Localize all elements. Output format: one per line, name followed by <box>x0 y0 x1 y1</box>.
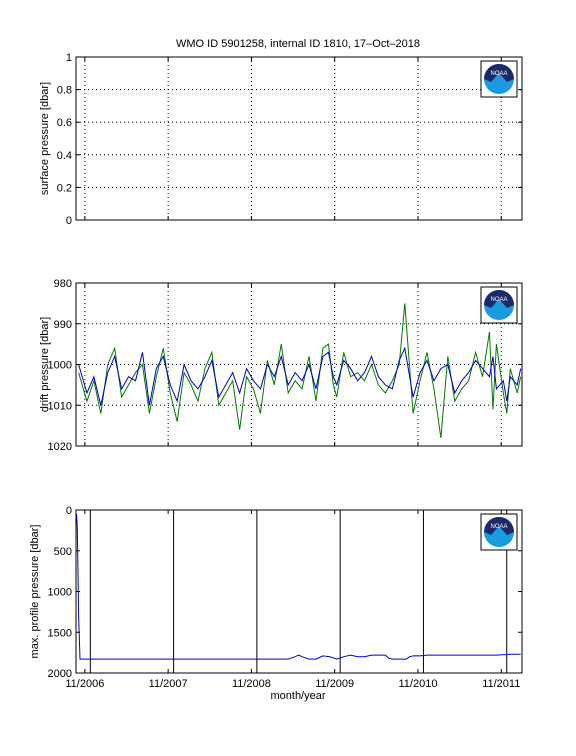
noaa-logo-text: NOAA <box>490 524 507 530</box>
axes-frame <box>75 56 523 221</box>
y-tick-label: 0.2 <box>57 182 72 194</box>
noaa-logo-text: NOAA <box>490 297 507 303</box>
x-tick-label: 11/2011 <box>482 678 520 690</box>
x-tick-label: 11/2008 <box>232 678 271 690</box>
surface-pressure-panel: 0 0.2 0.4 0.6 0.8 1 surface pressure [dbar] NOA… <box>39 52 523 227</box>
noaa-logo-text: NOAA <box>490 71 507 77</box>
noaa-logo-bird <box>484 290 514 308</box>
y-tick-label: 1020 <box>48 441 72 453</box>
y-tick-label: 0 <box>66 215 72 227</box>
y-axis-label: surface pressure [dbar] <box>39 82 51 195</box>
y-tick-label: 1010 <box>48 400 72 412</box>
noaa-logo-bird <box>484 64 514 82</box>
drift-series-blue <box>78 346 522 406</box>
max-pressure-series <box>76 514 521 660</box>
y-tick-label: 990 <box>54 319 72 331</box>
drift-pressure-panel: 980 990 1000 1010 1020 drift pressure [dbar] N… <box>39 278 523 453</box>
noaa-logo: NOAA <box>480 60 518 98</box>
x-tick-label: 11/2006 <box>65 678 104 690</box>
chart-title: WMO ID 5901258, internal ID 1810, 17–Oct… <box>176 38 420 50</box>
y-tick-label: 0.6 <box>57 117 72 129</box>
drift-series-green <box>78 303 522 438</box>
y-tick-label: 980 <box>54 278 72 290</box>
y-tick-label: 0.8 <box>57 85 72 97</box>
y-axis-label: drift pressure [dbar] <box>39 317 51 412</box>
y-axis-label: max. profile pressure [dbar] <box>29 525 41 659</box>
x-axis-label: month/year <box>270 690 325 702</box>
plot-area <box>76 510 522 673</box>
y-tick-label: 500 <box>54 546 72 558</box>
y-tick-label: 0.4 <box>57 150 72 162</box>
plot-area <box>76 57 522 220</box>
y-tick-label: 2000 <box>48 668 72 680</box>
noaa-logo: NOAA <box>480 286 518 324</box>
y-tick-label: 1 <box>66 52 72 64</box>
noaa-logo-bird <box>484 517 514 535</box>
y-tick-label: 0 <box>66 505 72 517</box>
noaa-logo: NOAA <box>480 513 518 551</box>
y-tick-label: 1500 <box>48 627 72 639</box>
y-tick-label: 1000 <box>48 587 72 599</box>
y-tick-label: 1000 <box>48 360 72 372</box>
x-tick-label: 11/2009 <box>315 678 354 690</box>
x-tick-label: 11/2010 <box>399 678 438 690</box>
x-tick-label: 11/2007 <box>149 678 188 690</box>
